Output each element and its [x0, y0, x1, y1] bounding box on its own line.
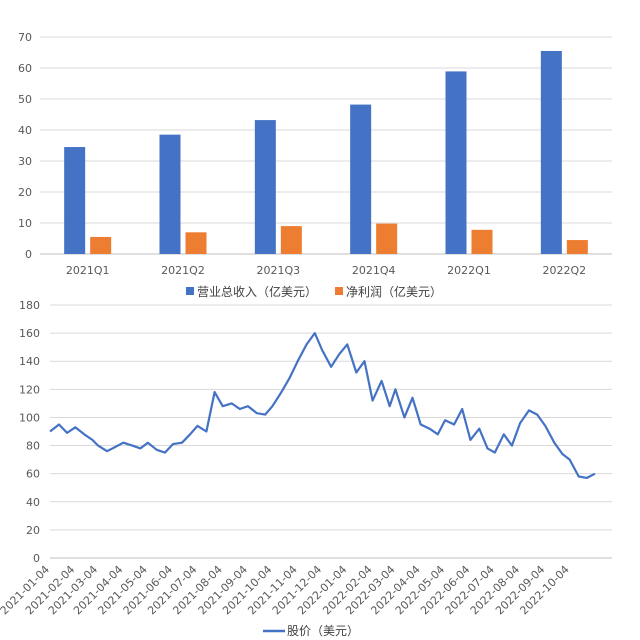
y-tick-label: 40 [26, 496, 40, 509]
y-tick-label: 140 [19, 355, 40, 368]
bar-revenue-2021Q3 [254, 120, 276, 254]
legend-label-net-profit: 净利润（亿美元） [346, 284, 442, 299]
x-tick-label: 2021Q2 [161, 264, 205, 277]
bar-revenue-2021Q4 [350, 104, 372, 254]
bar-net-profit-2021Q4 [376, 223, 398, 254]
y-tick-label: 60 [26, 468, 40, 481]
legend-swatch-revenue [186, 287, 194, 295]
bar-net-profit-2021Q3 [280, 226, 302, 254]
x-tick-label: 2021Q3 [257, 264, 301, 277]
bar-revenue-2022Q1 [445, 71, 467, 254]
line-chart-legend: 股价（美元） [263, 624, 359, 638]
y-tick-label: 180 [19, 300, 40, 312]
x-tick-label: 2022Q2 [543, 264, 587, 277]
revenue-profit-bar-chart: 0 10 20 30 40 50 60 70 2021Q1 2021Q2 2021Q3 2021Q4… [18, 31, 612, 299]
x-tick-label: 2021Q4 [352, 264, 396, 277]
y-tick-label: 0 [33, 552, 40, 565]
y-tick-label: 30 [18, 155, 32, 168]
legend-label-revenue: 营业总收入（亿美元） [197, 284, 317, 299]
y-tick-label: 20 [18, 186, 32, 199]
y-tick-label: 50 [18, 93, 32, 106]
x-tick-label: 2022Q1 [447, 264, 491, 277]
y-tick-label: 10 [18, 217, 32, 230]
bar-revenue-2021Q1 [64, 147, 86, 254]
y-tick-label: 0 [25, 248, 32, 261]
y-tick-label: 70 [18, 31, 32, 44]
bar-chart-legend: 营业总收入（亿美元） 净利润（亿美元） [186, 284, 442, 299]
y-tick-label: 160 [19, 327, 40, 340]
bar-net-profit-2022Q2 [566, 240, 588, 254]
bar-net-profit-2022Q1 [471, 229, 493, 254]
bar-net-profit-2021Q1 [90, 236, 112, 254]
bar-net-profit-2021Q2 [185, 232, 207, 254]
y-tick-label: 120 [19, 383, 40, 396]
y-tick-label: 80 [26, 440, 40, 453]
x-tick-label: 2021Q1 [66, 264, 110, 277]
legend-label-stock-price: 股价（美元） [287, 624, 359, 638]
bar-revenue-2021Q2 [159, 134, 181, 254]
y-tick-label: 100 [19, 411, 40, 424]
stock-price-line [49, 332, 596, 479]
y-tick-label: 40 [18, 124, 32, 137]
bar-revenue-2022Q2 [540, 50, 562, 255]
legend-swatch-net-profit [335, 287, 343, 295]
y-tick-label: 60 [18, 62, 32, 75]
y-tick-label: 20 [26, 524, 40, 537]
